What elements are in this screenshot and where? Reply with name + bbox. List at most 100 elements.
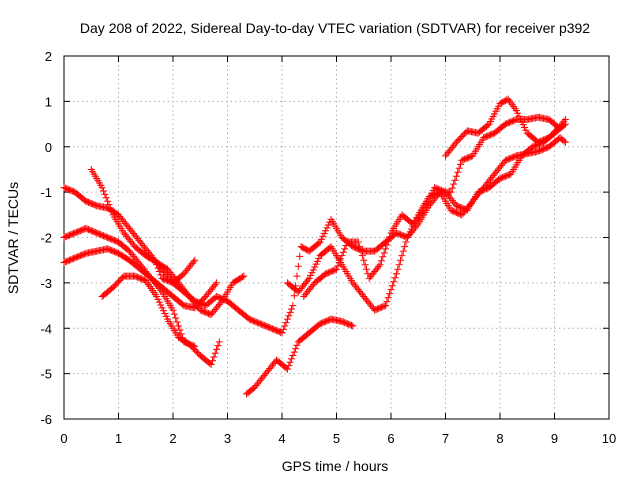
data-point — [162, 312, 170, 320]
data-point — [322, 227, 330, 235]
data-point — [101, 190, 109, 198]
data-point — [157, 271, 165, 279]
data-point — [308, 269, 316, 277]
data-point — [217, 299, 225, 307]
data-point — [516, 115, 524, 123]
data-point — [397, 256, 405, 264]
data-point — [428, 189, 436, 197]
data-point — [304, 276, 312, 284]
data-point — [422, 201, 430, 209]
data-point — [279, 325, 287, 333]
data-point — [384, 237, 392, 245]
data-point — [238, 273, 246, 281]
data-point — [337, 255, 345, 263]
data-point — [386, 233, 394, 241]
series-track-8 — [278, 113, 564, 337]
data-point — [176, 326, 184, 334]
data-point — [376, 261, 384, 269]
y-tick-label: 0 — [45, 140, 52, 155]
data-point — [293, 272, 301, 280]
data-point — [406, 228, 414, 236]
data-point — [319, 232, 327, 240]
data-point — [214, 342, 222, 350]
data-point — [316, 238, 324, 246]
data-point — [285, 312, 293, 320]
y-tick-label: 2 — [45, 49, 52, 64]
y-tick-label: -4 — [40, 321, 52, 336]
chart-title: Day 208 of 2022, Sidereal Day-to-day VTE… — [80, 20, 590, 36]
x-tick-label: 8 — [496, 431, 503, 446]
data-point — [455, 164, 463, 172]
data-point — [324, 221, 332, 229]
data-point — [159, 307, 167, 315]
data-point — [283, 315, 291, 323]
data-point — [335, 258, 343, 266]
data-point — [211, 281, 219, 289]
data-point — [285, 362, 293, 370]
data-point — [421, 203, 429, 211]
series-track-5 — [98, 272, 223, 369]
data-point — [153, 292, 161, 300]
data-point — [309, 266, 317, 274]
data-point — [290, 348, 298, 356]
data-point — [339, 248, 347, 256]
data-point — [391, 274, 399, 282]
data-point — [395, 261, 403, 269]
data-point — [313, 257, 321, 265]
data-point — [383, 241, 391, 249]
data-point — [522, 126, 530, 134]
data-point — [288, 355, 296, 363]
data-point — [191, 256, 199, 264]
data-point — [424, 198, 432, 206]
data-point — [296, 252, 304, 260]
data-point — [398, 252, 406, 260]
data-point — [173, 318, 181, 326]
data-point — [341, 245, 349, 253]
data-point — [380, 302, 388, 310]
data-series — [60, 95, 569, 398]
data-point — [519, 121, 527, 129]
data-point — [331, 266, 339, 274]
data-point — [514, 109, 522, 117]
data-point — [358, 252, 366, 260]
data-point — [105, 201, 113, 209]
series-track-11 — [442, 95, 569, 160]
data-point — [357, 247, 365, 255]
axis-ticks — [63, 55, 610, 420]
data-point — [278, 329, 286, 337]
data-point — [399, 247, 407, 255]
data-point — [361, 261, 369, 269]
y-tick-label: -5 — [40, 367, 52, 382]
data-point — [521, 123, 529, 131]
data-point — [170, 310, 178, 318]
data-point — [425, 195, 433, 203]
y-tick-label: -1 — [40, 185, 52, 200]
x-tick-labels: 0 1 2 3 4 5 6 7 8 9 10 — [60, 431, 616, 446]
data-point — [320, 230, 328, 238]
data-point — [512, 106, 520, 114]
y-tick-label: -2 — [40, 231, 52, 246]
y-axis-label: SDTVAR / TECUs — [5, 182, 21, 294]
series-track-3 — [60, 245, 221, 312]
y-tick-labels: -6 -5 -4 -3 -2 -1 0 1 2 — [40, 49, 52, 427]
data-point — [155, 268, 163, 276]
data-point — [402, 238, 410, 246]
data-point — [380, 249, 388, 257]
data-point — [288, 305, 296, 313]
data-point — [356, 243, 364, 251]
data-point — [215, 338, 223, 346]
data-point — [315, 239, 323, 247]
data-point — [377, 257, 385, 265]
y-tick-label: 1 — [45, 94, 52, 109]
data-point — [307, 272, 315, 280]
data-point — [420, 206, 428, 214]
data-point — [315, 254, 323, 262]
data-point — [155, 298, 163, 306]
data-point — [286, 308, 294, 316]
x-tick-label: 9 — [551, 431, 558, 446]
data-point — [401, 243, 409, 251]
series-track-9 — [283, 134, 569, 314]
data-point — [169, 306, 177, 314]
data-point — [98, 184, 106, 192]
